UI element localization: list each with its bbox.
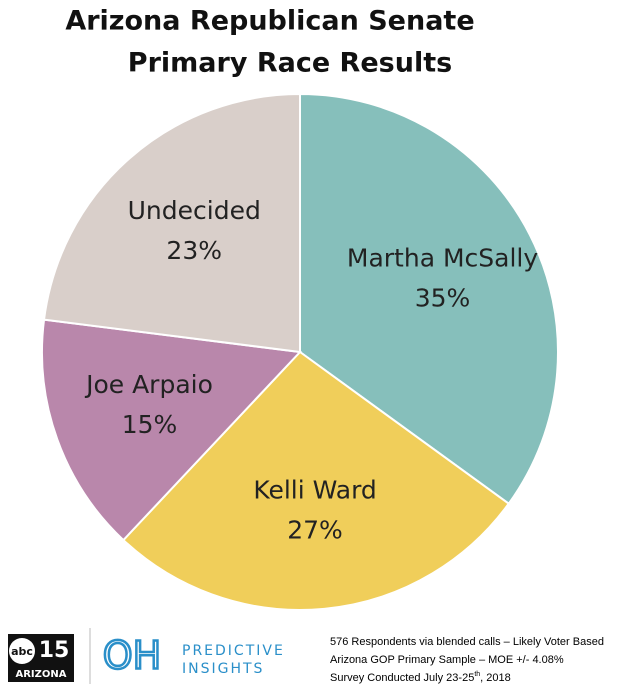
oh-line1: PREDICTIVE xyxy=(182,643,285,659)
slice-label: Undecided xyxy=(128,196,261,225)
chart-title: Primary Race Results xyxy=(128,48,452,79)
abc-number: 15 xyxy=(39,638,70,663)
abc-region: ARIZONA xyxy=(15,669,66,680)
pie-slice xyxy=(42,92,301,354)
note: 576 Respondents via blended calls – Like… xyxy=(330,636,604,648)
slice-label: Kelli Ward xyxy=(253,475,376,504)
slice-value: 27% xyxy=(287,515,343,544)
slice-value: 35% xyxy=(415,283,471,312)
slice-label: Martha McSally xyxy=(347,243,538,272)
note: Arizona GOP Primary Sample – MOE +/- 4.0… xyxy=(330,654,564,666)
pie-slice xyxy=(299,92,559,506)
slice-label: Joe Arpaio xyxy=(84,370,213,399)
pie-slice xyxy=(121,350,511,611)
note: Survey Conducted July 23-25th, 2018 xyxy=(330,671,511,684)
chart-title: Arizona Republican Senate xyxy=(65,6,474,37)
abc-circle xyxy=(9,638,35,664)
pie: Martha McSally 35% Kelli Ward 27% Joe Arpaio… xyxy=(41,92,559,611)
slice-value: 23% xyxy=(166,236,222,265)
note-part: Survey Conducted July 23-25 xyxy=(330,672,474,684)
abc-text: abc xyxy=(11,645,33,658)
slice-value: 15% xyxy=(122,410,178,439)
note-part: , 2018 xyxy=(480,672,511,684)
note-sup: th xyxy=(474,671,480,678)
oh-line2: INSIGHTS xyxy=(182,661,264,677)
pie-slice xyxy=(41,318,303,542)
footer: abc 15 ARIZONA OH PREDICTIVE INSIGHTS 57… xyxy=(8,628,604,684)
oh-mark: OH xyxy=(103,634,161,678)
